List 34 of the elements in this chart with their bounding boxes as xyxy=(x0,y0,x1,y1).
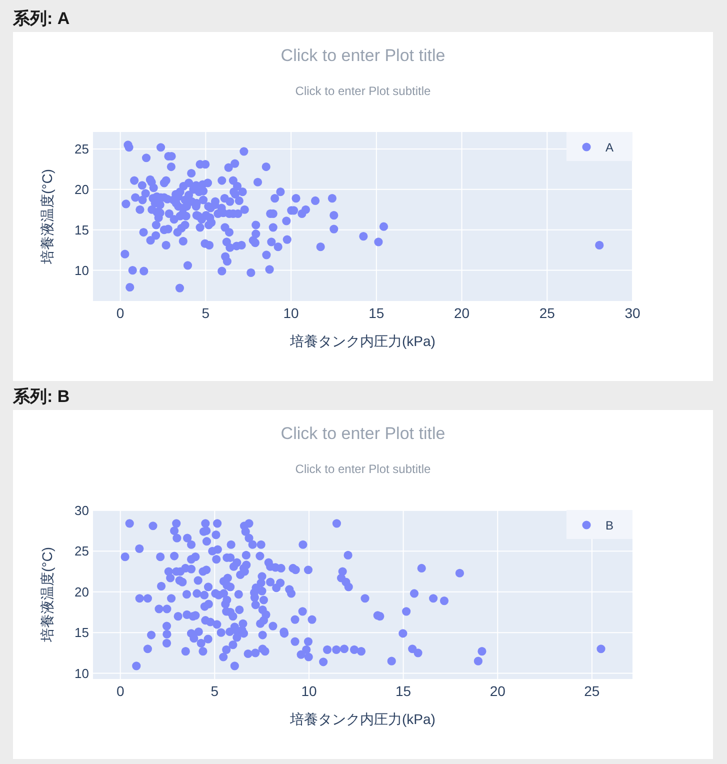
y-tick-label: 30 xyxy=(74,502,89,518)
x-tick-label: 25 xyxy=(539,305,556,321)
y-tick-label: 15 xyxy=(74,625,89,640)
x-tick-label: 15 xyxy=(396,683,412,699)
x-tick-label: 20 xyxy=(454,305,470,321)
x-tick-label: 5 xyxy=(202,305,210,321)
chart-subtitle: Click to enter Plot subtitle xyxy=(295,462,432,476)
chart-title: Click to enter Plot title xyxy=(280,46,446,65)
legend-label: A xyxy=(606,140,614,154)
x-tick-label: 10 xyxy=(283,305,300,321)
legend-label: B xyxy=(606,518,614,532)
y-tick-label: 10 xyxy=(74,262,89,278)
x-axis-title: 培養タンク内圧力(kPa) xyxy=(289,711,436,727)
x-tick-label: 0 xyxy=(116,683,124,699)
x-tick-label: 5 xyxy=(210,683,219,699)
y-tick-label: 15 xyxy=(74,222,89,238)
x-tick-label: 20 xyxy=(490,683,506,699)
x-tick-label: 30 xyxy=(624,305,640,321)
x-tick-label: 25 xyxy=(584,683,600,699)
y-tick-label: 10 xyxy=(74,666,89,681)
x-tick-label: 0 xyxy=(116,305,124,321)
y-tick-label: 25 xyxy=(74,141,89,156)
text: 系列: B xyxy=(12,387,70,406)
y-tick-label: 25 xyxy=(74,544,89,559)
chart-subtitle: Click to enter Plot subtitle xyxy=(295,84,432,98)
chart-title: Click to enter Plot title xyxy=(280,424,446,443)
x-tick-label: 15 xyxy=(368,305,384,321)
x-tick-label: 10 xyxy=(301,683,317,699)
y-tick-label: 20 xyxy=(74,182,89,197)
y-tick-label: 20 xyxy=(74,584,89,600)
y-axis-title: 培養液温度(°C) xyxy=(39,546,55,644)
y-axis-title: 培養液温度(°C) xyxy=(39,168,55,266)
text: 系列: A xyxy=(12,9,70,28)
x-axis-title: 培養タンク内圧力(kPa) xyxy=(289,333,436,349)
